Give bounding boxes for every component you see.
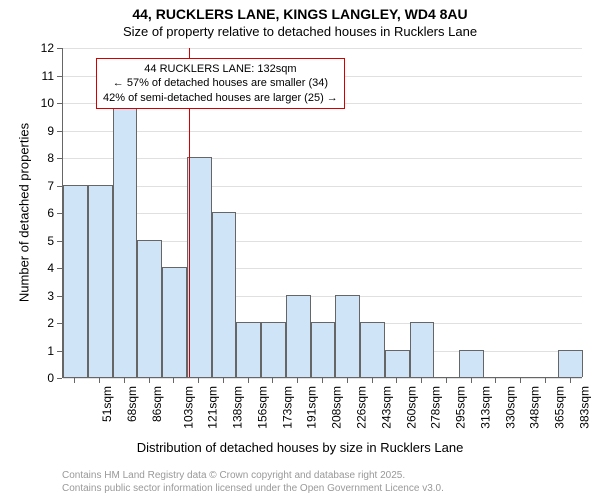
bar [63, 185, 88, 378]
y-tick [57, 323, 62, 324]
bar [410, 322, 435, 377]
x-tick-label: 51sqm [100, 386, 114, 422]
y-tick [57, 186, 62, 187]
x-tick [173, 378, 174, 383]
x-tick-label: 365sqm [553, 386, 567, 429]
gridline [63, 213, 582, 214]
x-tick [124, 378, 125, 383]
bar [212, 212, 237, 377]
x-tick-label: 383sqm [578, 386, 592, 429]
attribution-line-1: Contains HM Land Registry data © Crown c… [62, 470, 600, 481]
y-tick-label: 2 [24, 316, 54, 330]
bar [459, 350, 484, 378]
x-tick-label: 278sqm [429, 386, 443, 429]
x-tick [347, 378, 348, 383]
y-tick [57, 213, 62, 214]
x-tick-label: 156sqm [256, 386, 270, 429]
x-tick-label: 243sqm [379, 386, 393, 429]
x-tick [99, 378, 100, 383]
y-tick [57, 241, 62, 242]
y-tick [57, 131, 62, 132]
bar [236, 322, 261, 377]
y-tick-label: 4 [24, 261, 54, 275]
y-tick-label: 0 [24, 371, 54, 385]
property-annotation: 44 RUCKLERS LANE: 132sqm← 57% of detache… [96, 58, 345, 109]
x-tick [74, 378, 75, 383]
y-tick [57, 268, 62, 269]
x-tick [272, 378, 273, 383]
x-tick [297, 378, 298, 383]
y-tick-label: 12 [24, 41, 54, 55]
x-tick [248, 378, 249, 383]
x-tick [421, 378, 422, 383]
x-tick-label: 191sqm [305, 386, 319, 429]
x-tick [198, 378, 199, 383]
x-tick [223, 378, 224, 383]
bar [162, 267, 187, 377]
y-tick [57, 351, 62, 352]
x-tick-label: 138sqm [231, 386, 245, 429]
x-tick [520, 378, 521, 383]
x-tick-label: 260sqm [404, 386, 418, 429]
bar [558, 350, 583, 378]
chart-subtitle: Size of property relative to detached ho… [0, 24, 600, 39]
x-tick [322, 378, 323, 383]
y-tick-label: 5 [24, 234, 54, 248]
x-tick [446, 378, 447, 383]
bar [335, 295, 360, 378]
y-tick-label: 7 [24, 179, 54, 193]
x-tick-label: 226sqm [355, 386, 369, 429]
y-tick [57, 296, 62, 297]
bar [113, 102, 138, 377]
x-tick-label: 68sqm [125, 386, 139, 422]
y-tick-label: 8 [24, 151, 54, 165]
x-tick [471, 378, 472, 383]
x-tick-label: 103sqm [181, 386, 195, 429]
bar [385, 350, 410, 378]
y-tick [57, 158, 62, 159]
x-tick [495, 378, 496, 383]
x-tick [149, 378, 150, 383]
attribution-line-2: Contains public sector information licen… [62, 483, 600, 494]
x-tick [545, 378, 546, 383]
x-tick [396, 378, 397, 383]
annotation-line: 42% of semi-detached houses are larger (… [103, 91, 338, 105]
x-tick-label: 173sqm [280, 386, 294, 429]
x-tick-label: 208sqm [330, 386, 344, 429]
x-tick-label: 348sqm [528, 386, 542, 429]
y-tick [57, 103, 62, 104]
gridline [63, 186, 582, 187]
x-axis-label: Distribution of detached houses by size … [0, 440, 600, 455]
bar [261, 322, 286, 377]
y-tick-label: 11 [24, 69, 54, 83]
y-tick-label: 1 [24, 344, 54, 358]
y-tick [57, 378, 62, 379]
x-tick-label: 121sqm [206, 386, 220, 429]
x-tick [372, 378, 373, 383]
chart-title: 44, RUCKLERS LANE, KINGS LANGLEY, WD4 8A… [0, 6, 600, 22]
bar [360, 322, 385, 377]
x-tick [570, 378, 571, 383]
y-tick-label: 9 [24, 124, 54, 138]
x-tick-label: 330sqm [503, 386, 517, 429]
bar [187, 157, 212, 377]
x-tick-label: 295sqm [454, 386, 468, 429]
annotation-line: 44 RUCKLERS LANE: 132sqm [103, 62, 338, 76]
y-tick-label: 10 [24, 96, 54, 110]
y-tick-label: 3 [24, 289, 54, 303]
bar [88, 185, 113, 378]
gridline [63, 158, 582, 159]
gridline [63, 48, 582, 49]
y-tick [57, 76, 62, 77]
bar [286, 295, 311, 378]
gridline [63, 131, 582, 132]
x-tick-label: 313sqm [479, 386, 493, 429]
bar [137, 240, 162, 378]
annotation-line: ← 57% of detached houses are smaller (34… [103, 76, 338, 90]
y-tick [57, 48, 62, 49]
bar [311, 322, 336, 377]
y-tick-label: 6 [24, 206, 54, 220]
x-tick-label: 86sqm [150, 386, 164, 422]
